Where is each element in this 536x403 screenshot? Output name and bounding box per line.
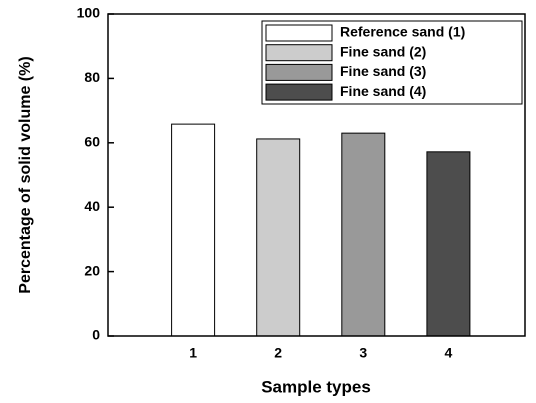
plot-frame [107, 13, 526, 337]
y-axis-title: Percentage of solid volume (%) [17, 56, 34, 293]
x-axis-title: Sample types [261, 377, 371, 396]
y-tick-label: 0 [92, 327, 100, 343]
bar [426, 151, 471, 337]
y-tick-label: 60 [84, 134, 100, 150]
bar [341, 132, 386, 337]
y-tick-label: 40 [84, 198, 100, 214]
legend-label: Fine sand (2) [340, 43, 426, 59]
legend-swatch [265, 83, 333, 101]
bar [256, 138, 301, 337]
y-tick-label: 100 [77, 5, 101, 21]
y-tick-label: 80 [84, 69, 100, 85]
y-tick-label: 20 [84, 262, 100, 278]
legend-swatch [265, 44, 333, 62]
x-tick-label: 2 [274, 345, 282, 361]
x-tick-label: 4 [445, 345, 453, 361]
legend-label: Fine sand (4) [340, 83, 426, 99]
legend-label: Fine sand (3) [340, 63, 426, 79]
bar [171, 123, 216, 337]
legend-swatch [265, 24, 333, 42]
x-tick-label: 1 [189, 345, 197, 361]
x-tick-label: 3 [359, 345, 367, 361]
legend-label: Reference sand (1) [340, 24, 465, 40]
legend-swatch [265, 63, 333, 81]
